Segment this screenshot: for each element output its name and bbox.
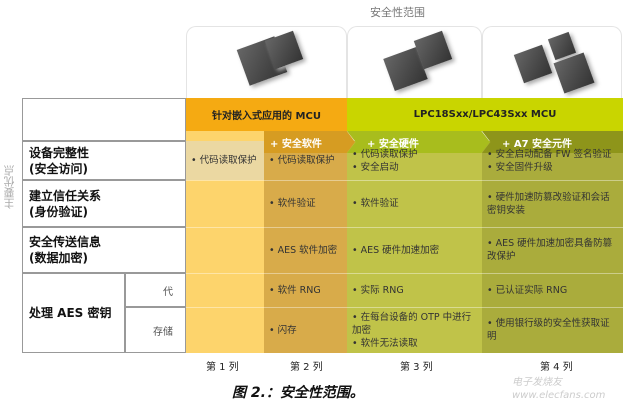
bullet-item: • AES 硬件加速加密 <box>352 244 440 256</box>
table-cell: • 安全启动配备 FW 签名验证 • 安全固件升级 <box>482 141 623 180</box>
table-cell: • 软件 RNG <box>264 273 347 307</box>
chip-icon <box>513 44 553 84</box>
bullet-item: • AES 软件加密 <box>269 244 338 256</box>
bullet-item: • 安全固件升级 <box>487 161 553 173</box>
row-label-line: (身份验证) <box>29 204 88 219</box>
table-cell: • 已认证实际 RNG <box>482 273 623 307</box>
bullet-item: • 已认证实际 RNG <box>487 284 568 296</box>
column-label-3: 第 3 列 <box>400 362 433 373</box>
side-label: 主要优点 <box>3 165 16 209</box>
col1-first-cell-bg <box>186 141 264 180</box>
table-cell: • 软件验证 <box>264 180 347 227</box>
bullet-item: • 软件验证 <box>269 198 316 209</box>
row-label: 建立信任关系 (身份验证) <box>22 180 186 227</box>
aes-sub-label-gen: 代 <box>125 273 186 307</box>
col2-bg <box>264 141 347 353</box>
row-divider <box>186 273 623 274</box>
bullet-item: • 安全启动 <box>352 161 399 173</box>
chip-image-1 <box>186 26 347 98</box>
table-cell: • 硬件加速防篡改验证和会话密钥安装 <box>482 180 623 227</box>
row-divider <box>186 227 623 228</box>
bullet-item: • 闪存 <box>269 324 297 336</box>
table-cell <box>186 307 264 353</box>
table-cell: • AES 软件加密 <box>264 227 347 273</box>
header-lpc-mcu: LPC18Sxx/LPC43Sxx MCU <box>347 98 623 131</box>
column-label-4: 第 4 列 <box>540 362 573 373</box>
row-divider <box>186 180 623 181</box>
bullet-item: • 代码读取保护 <box>352 148 418 160</box>
bullet-item: • 软件 RNG <box>269 284 321 296</box>
row-label-line: 设备完整性 <box>29 145 90 160</box>
figure-title: 安全性范围 <box>370 6 425 19</box>
table-cell: • AES 硬件加速加密 <box>347 227 482 273</box>
column-label-1: 第 1 列 <box>206 362 239 373</box>
col4-bg <box>482 141 623 353</box>
table-cell: • 代码读取保护 <box>264 141 347 180</box>
row-label-line: (安全访问) <box>29 161 88 176</box>
row-label-aes: 处理 AES 密钥 <box>22 273 125 353</box>
bullet-item: • 安全启动配备 FW 签名验证 <box>487 148 612 160</box>
chip-icon <box>553 52 595 94</box>
row-label-line: (数据加密) <box>29 251 88 265</box>
row-label-line: 安全传送信息 <box>29 235 102 249</box>
row-label: 安全传送信息 (数据加密) <box>22 227 186 273</box>
bullet-item: • 软件无法读取 <box>352 337 418 349</box>
bullet-item: • 实际 RNG <box>352 284 404 296</box>
bullet-item: • 在每台设备的 OTP 中进行加密 <box>352 311 472 336</box>
bullet-item: • AES 硬件加速加密具备防篡改保护 <box>487 238 613 262</box>
chip-image-3 <box>482 26 622 98</box>
column-label-2: 第 2 列 <box>290 362 323 373</box>
col3-bg <box>347 141 482 353</box>
subheader-software: + 安全软件 <box>264 131 355 153</box>
bullet-item: • 硬件加速防篡改验证和会话密钥安装 <box>487 191 610 216</box>
bullet-item: • 软件验证 <box>352 198 399 209</box>
figure-caption: 图 2.：安全性范围。 <box>232 385 364 401</box>
header-label-cell <box>22 98 186 141</box>
row-label: 设备完整性 (安全访问) <box>22 141 186 180</box>
table-cell: • 在每台设备的 OTP 中进行加密 • 软件无法读取 <box>347 307 482 353</box>
table-cell: • 使用银行级的安全性获取证明 <box>482 307 623 353</box>
chip-image-2 <box>347 26 482 98</box>
table-cell: • 实际 RNG <box>347 273 482 307</box>
bullet-item: • 使用银行级的安全性获取证明 <box>487 318 610 342</box>
subheader-secure-element: + A7 安全元件 <box>482 131 623 153</box>
row-label-line: 建立信任关系 <box>29 188 102 203</box>
bullet-item: • 代码读取保护 <box>191 155 257 166</box>
table-cell <box>186 227 264 273</box>
table-cell: • AES 硬件加速加密具备防篡改保护 <box>482 227 623 273</box>
bullet-item: • 代码读取保护 <box>269 155 335 166</box>
table-cell <box>186 180 264 227</box>
table-cell: • 软件验证 <box>347 180 482 227</box>
subheader-hardware: + 安全硬件 <box>347 131 490 153</box>
table-cell: • 代码读取保护 • 安全启动 <box>347 141 482 180</box>
table-cell: • 闪存 <box>264 307 347 353</box>
table-cell <box>186 273 264 307</box>
aes-sub-label-storage: 存储 <box>125 307 186 353</box>
header-embedded-mcu: 针对嵌入式应用的 MCU <box>186 98 347 131</box>
row-divider <box>186 307 623 308</box>
table-cell: • 代码读取保护 <box>186 141 264 180</box>
watermark: 电子发烧友 www.elecfans.com <box>512 377 606 401</box>
